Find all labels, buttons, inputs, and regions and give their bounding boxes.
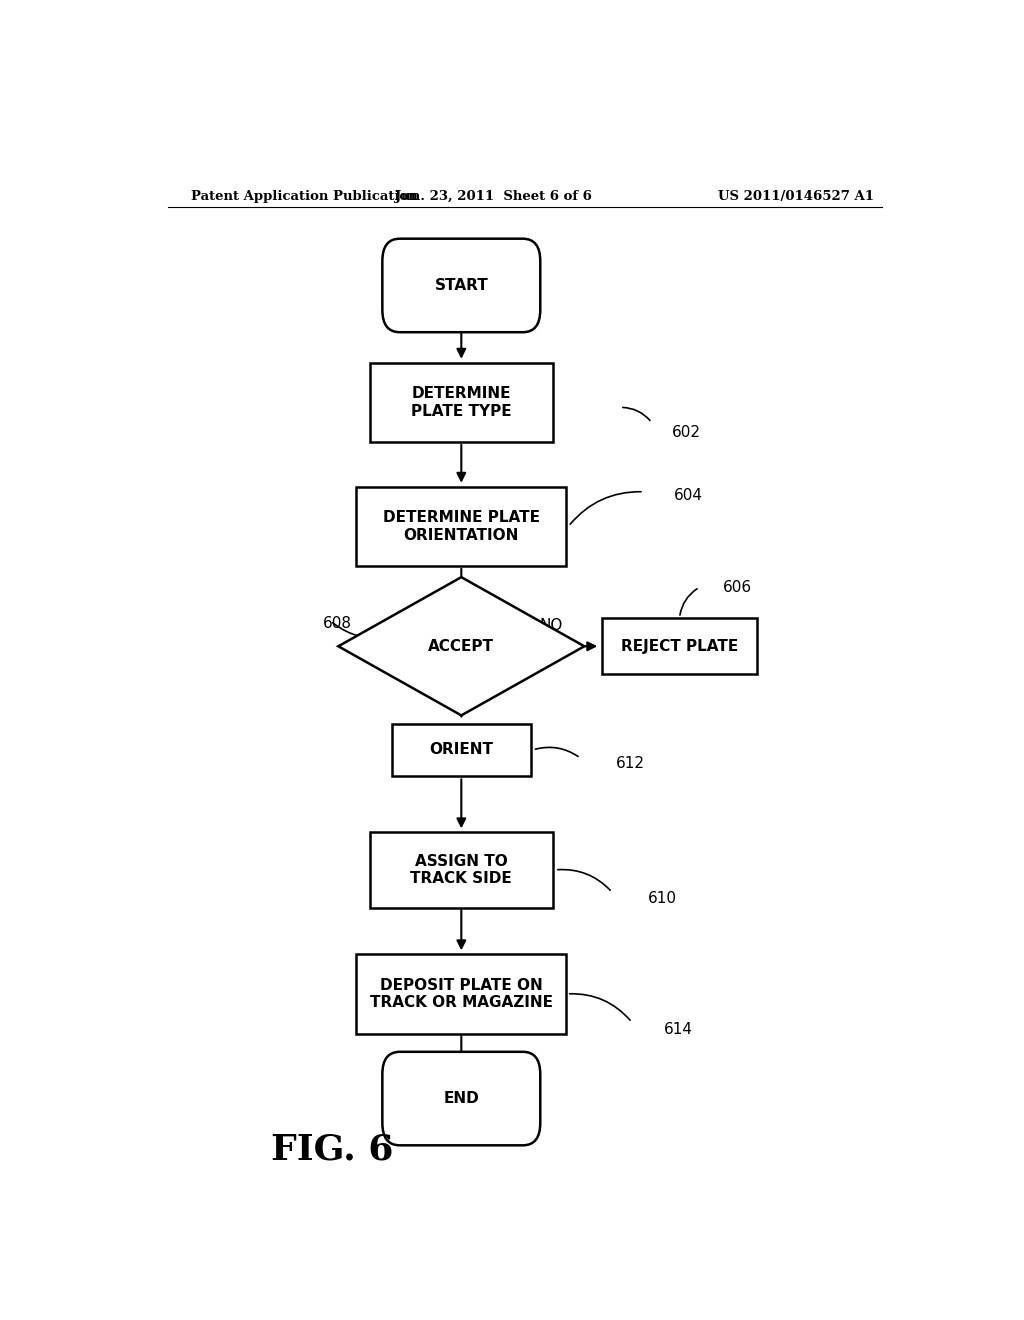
Bar: [356, 954, 566, 1034]
Text: DETERMINE
PLATE TYPE: DETERMINE PLATE TYPE: [411, 387, 512, 418]
Bar: [356, 487, 566, 566]
Text: 614: 614: [664, 1022, 692, 1038]
Text: 610: 610: [648, 891, 677, 906]
Text: NO: NO: [540, 618, 562, 634]
Text: FIG. 6: FIG. 6: [270, 1133, 393, 1167]
Text: 608: 608: [323, 616, 351, 631]
Text: Patent Application Publication: Patent Application Publication: [191, 190, 418, 202]
Text: Jun. 23, 2011  Sheet 6 of 6: Jun. 23, 2011 Sheet 6 of 6: [394, 190, 592, 202]
Text: START: START: [434, 279, 488, 293]
Text: ORIENT: ORIENT: [429, 742, 494, 758]
Text: DEPOSIT PLATE ON
TRACK OR MAGAZINE: DEPOSIT PLATE ON TRACK OR MAGAZINE: [370, 978, 553, 1010]
Text: YES: YES: [471, 681, 500, 697]
Text: END: END: [443, 1092, 479, 1106]
Text: ASSIGN TO
TRACK SIDE: ASSIGN TO TRACK SIDE: [411, 854, 512, 886]
Bar: [370, 832, 553, 908]
FancyBboxPatch shape: [382, 1052, 541, 1146]
Text: ACCEPT: ACCEPT: [428, 639, 495, 653]
Text: DETERMINE PLATE
ORIENTATION: DETERMINE PLATE ORIENTATION: [383, 510, 540, 543]
Text: US 2011/0146527 A1: US 2011/0146527 A1: [718, 190, 873, 202]
Bar: [392, 723, 530, 776]
Text: 604: 604: [674, 488, 703, 503]
Text: 612: 612: [616, 755, 645, 771]
Text: 606: 606: [723, 579, 753, 595]
Text: 602: 602: [672, 425, 700, 441]
Bar: [370, 363, 553, 442]
Bar: [602, 618, 757, 675]
FancyBboxPatch shape: [382, 239, 541, 333]
Text: REJECT PLATE: REJECT PLATE: [621, 639, 738, 653]
Polygon shape: [338, 577, 585, 715]
